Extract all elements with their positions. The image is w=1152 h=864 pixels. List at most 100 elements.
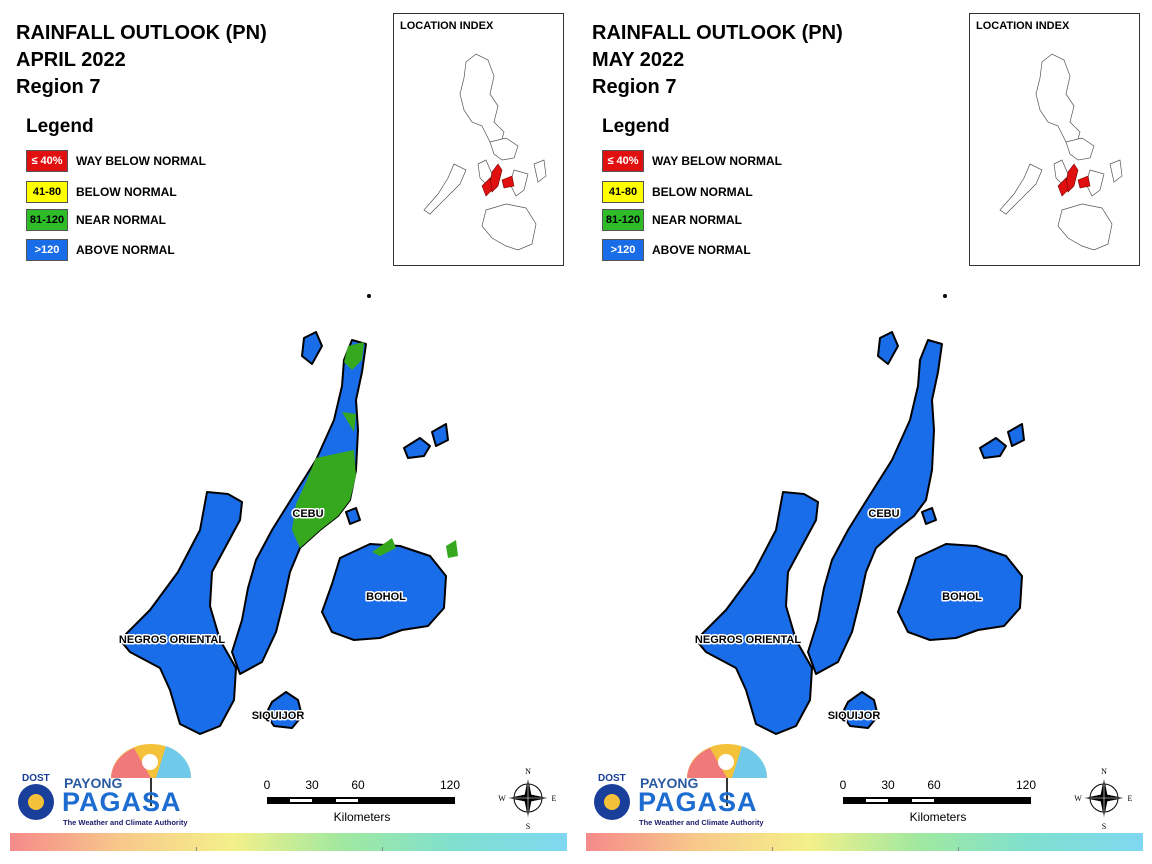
scale-bar-graphic [267, 797, 455, 804]
location-index-map: LOCATION INDEX [969, 13, 1140, 266]
color-footer-bar [586, 833, 1143, 851]
legend-label: WAY BELOW NORMAL [652, 154, 783, 168]
compass-w: W [498, 794, 506, 803]
scale-bar-graphic [843, 797, 1031, 804]
negros-oriental-province [695, 491, 819, 735]
label-cebu: CEBU [868, 508, 899, 520]
camotes-island [979, 437, 1007, 459]
map-region: Region 7 [16, 76, 101, 98]
legend-label: BELOW NORMAL [652, 185, 753, 199]
legend-swatch: 81-120 [26, 209, 68, 231]
compass-w: W [1074, 794, 1082, 803]
compass-s: S [1102, 822, 1106, 830]
philippines-outline [423, 53, 547, 251]
legend-item-below: 41-80 BELOW NORMAL [26, 180, 177, 204]
scale-tick-label: 0 [263, 778, 271, 792]
map-panel-may: RAINFALL OUTLOOK (PN) MAY 2022 Region 7 … [576, 0, 1152, 864]
location-index-map: LOCATION INDEX [393, 13, 564, 266]
near-normal-zone-north [344, 342, 364, 370]
camotes-island [431, 423, 449, 447]
region-7-rainfall-map: CEBU BOHOL NEGROS ORIENTAL SIQUIJOR [693, 294, 1025, 735]
legend-label: NEAR NORMAL [76, 213, 166, 227]
legend-item-above: >120 ABOVE NORMAL [26, 238, 175, 262]
small-island [345, 507, 361, 525]
legend-item-way-below: ≤ 40% WAY BELOW NORMAL [26, 149, 206, 173]
legend-item-near: 81-120 NEAR NORMAL [26, 208, 166, 232]
location-index-title: LOCATION INDEX [976, 20, 1070, 32]
label-siquijor: SIQUIJOR [252, 710, 305, 722]
label-negros-oriental: NEGROS ORIENTAL [695, 634, 801, 646]
label-bohol: BOHOL [942, 591, 982, 603]
map-title-block: RAINFALL OUTLOOK (PN) MAY 2022 Region 7 [592, 20, 843, 101]
legend-label: ABOVE NORMAL [652, 243, 751, 257]
region-7-rainfall-map: CEBU BOHOL NEGROS ORIENTAL SIQUIJOR [117, 294, 458, 735]
color-footer-bar [10, 833, 567, 851]
bohol-province [321, 543, 447, 641]
logo-pagasa: PAGASA [62, 787, 182, 817]
logo-pagasa: PAGASA [638, 787, 758, 817]
scale-tick-label: 30 [305, 778, 319, 792]
payong-pagasa-logo: DOST PAYONG PAGASA The Weather and Clima… [592, 740, 777, 832]
legend-item-above: >120 ABOVE NORMAL [602, 238, 751, 262]
siquijor-province [265, 691, 303, 729]
legend-label: NEAR NORMAL [652, 213, 742, 227]
bantayan-island [301, 331, 323, 365]
umbrella-icon [594, 744, 768, 820]
map-title-block: RAINFALL OUTLOOK (PN) APRIL 2022 Region … [16, 20, 267, 101]
bantayan-island [877, 331, 899, 365]
legend-item-below: 41-80 BELOW NORMAL [602, 180, 753, 204]
legend-swatch: 41-80 [26, 181, 68, 203]
near-normal-zones [292, 342, 458, 558]
camotes-island [403, 437, 431, 459]
legend-label: ABOVE NORMAL [76, 243, 175, 257]
logo-payong: PAYONG [640, 775, 699, 791]
location-index-title: LOCATION INDEX [400, 20, 494, 32]
compass-n: N [525, 767, 531, 776]
scale-bar: 0 30 60 120 Kilometers [262, 778, 462, 828]
scale-tick-label: 60 [351, 778, 365, 792]
near-normal-zone-central [292, 450, 356, 548]
north-arrow-compass: N S E W [1074, 765, 1134, 831]
near-normal-zone-bohol-e [446, 540, 458, 558]
map-month: APRIL 2022 [16, 49, 126, 71]
label-cebu: CEBU [292, 508, 323, 520]
compass-rose-icon: N S E W [1074, 767, 1133, 831]
legend-item-near: 81-120 NEAR NORMAL [602, 208, 742, 232]
map-title: RAINFALL OUTLOOK (PN) [16, 22, 267, 44]
legend-title: Legend [26, 116, 94, 137]
legend-swatch: ≤ 40% [602, 150, 644, 172]
legend-label: WAY BELOW NORMAL [76, 154, 207, 168]
compass-n: N [1101, 767, 1107, 776]
siquijor-province [841, 691, 879, 729]
legend-swatch: >120 [26, 239, 68, 261]
legend-item-way-below: ≤ 40% WAY BELOW NORMAL [602, 149, 782, 173]
camotes-island [1007, 423, 1025, 447]
logo-tagline: The Weather and Climate Authority [639, 818, 764, 827]
logo-dost: DOST [22, 773, 50, 784]
compass-e: E [1128, 794, 1133, 803]
scale-bar: 0 30 60 120 Kilometers [838, 778, 1038, 828]
map-region: Region 7 [592, 76, 677, 98]
payong-pagasa-logo: DOST PAYONG PAGASA The Weather and Clima… [16, 740, 201, 832]
compass-e: E [552, 794, 557, 803]
map-panel-april: RAINFALL OUTLOOK (PN) APRIL 2022 Region … [10, 13, 567, 851]
negros-oriental-province [119, 491, 243, 735]
bohol-province [897, 543, 1023, 641]
scale-tick-label: 30 [881, 778, 895, 792]
label-bohol: BOHOL [366, 591, 406, 603]
scale-tick-label: 120 [1015, 778, 1037, 792]
label-siquijor: SIQUIJOR [828, 710, 881, 722]
north-arrow-compass: N S E W [498, 765, 558, 831]
scale-tick-label: 60 [927, 778, 941, 792]
compass-s: S [526, 822, 530, 830]
map-month: MAY 2022 [592, 49, 685, 71]
compass-rose-icon: N S E W [498, 767, 557, 831]
scale-unit: Kilometers [909, 810, 967, 824]
legend-swatch: 41-80 [602, 181, 644, 203]
legend-swatch: 81-120 [602, 209, 644, 231]
scale-tick-label: 120 [439, 778, 461, 792]
legend-swatch: ≤ 40% [26, 150, 68, 172]
scale-tick-label: 0 [839, 778, 847, 792]
legend-label: BELOW NORMAL [76, 185, 177, 199]
small-island [921, 507, 937, 525]
